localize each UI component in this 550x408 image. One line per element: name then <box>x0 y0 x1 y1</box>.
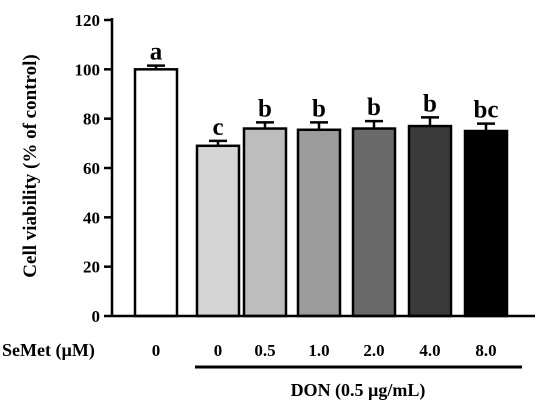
significance-letter: b <box>312 95 326 122</box>
y-tick-label: 40 <box>83 208 100 227</box>
y-tick-label: 120 <box>75 11 101 30</box>
semet-row-label: SeMet (µM) <box>2 340 95 361</box>
significance-letter: b <box>367 94 381 121</box>
x-category-label: 2.0 <box>363 341 384 360</box>
y-tick-label: 80 <box>83 110 100 129</box>
bar <box>463 129 509 318</box>
significance-letter: a <box>150 39 163 66</box>
bars: a c b b b b bc <box>112 39 535 318</box>
bar <box>195 144 241 318</box>
y-tick-label: 20 <box>83 258 100 277</box>
don-group-label: DON (0.5 µg/mL) <box>291 380 426 401</box>
y-axis: 0 20 40 60 80 100 120 <box>75 11 114 326</box>
bar <box>407 124 453 318</box>
x-category-label: 0 <box>214 341 223 360</box>
x-category-label: 0 <box>152 341 161 360</box>
x-category-label: 8.0 <box>475 341 496 360</box>
significance-letter: c <box>212 114 223 141</box>
y-axis-title: Cell viability (% of control) <box>20 54 41 277</box>
significance-letter: b <box>423 90 437 117</box>
bar <box>242 127 288 318</box>
x-category-label: 0.5 <box>254 341 275 360</box>
bar <box>351 127 397 318</box>
bar <box>133 68 179 318</box>
y-tick-label: 60 <box>83 159 100 178</box>
significance-letter: b <box>258 95 272 122</box>
x-category-label: 4.0 <box>419 341 440 360</box>
x-category-label: 1.0 <box>308 341 329 360</box>
x-category-labels: 0 0 0.5 1.0 2.0 4.0 8.0 <box>152 341 497 360</box>
y-tick-label: 0 <box>92 307 101 326</box>
bar <box>296 128 342 318</box>
significance-letter: bc <box>474 97 499 124</box>
y-tick-label: 100 <box>75 60 101 79</box>
